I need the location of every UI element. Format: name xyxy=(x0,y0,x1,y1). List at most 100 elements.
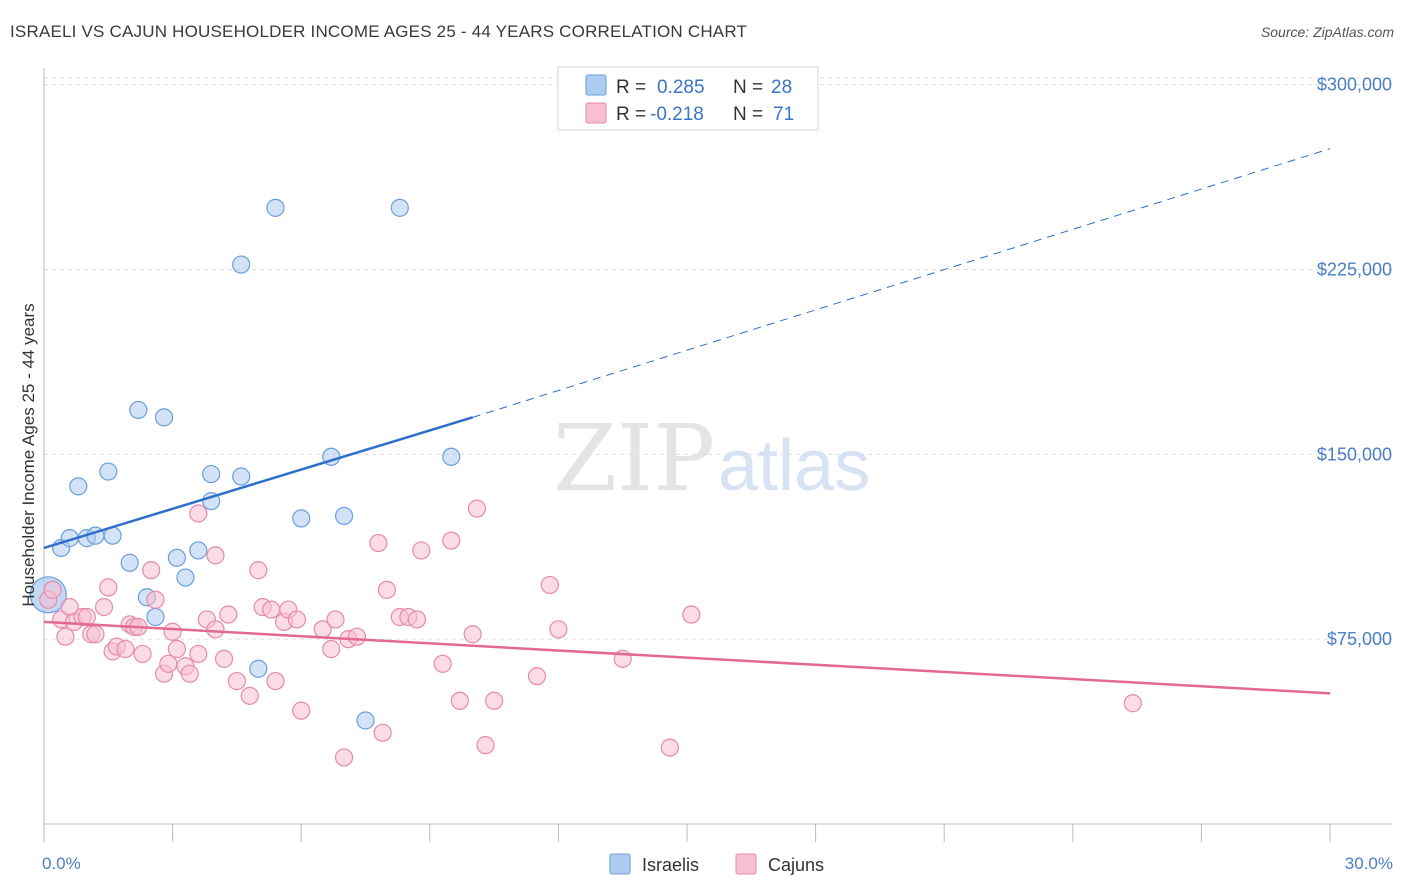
point-cajuns-36 xyxy=(249,561,268,580)
point-cajuns-18 xyxy=(133,644,152,664)
point-cajuns-28 xyxy=(189,644,208,664)
point-israelis-26 xyxy=(390,198,409,217)
bottom-legend-swatch-israelis xyxy=(609,853,631,875)
chart-source: Source: ZipAtlas.com xyxy=(1260,24,1394,40)
point-cajuns-24 xyxy=(167,639,186,659)
point-cajuns-65 xyxy=(540,575,559,595)
y-tick-label-1: $150,000 xyxy=(1317,444,1392,464)
point-israelis-11 xyxy=(146,607,165,627)
legend-r-label-israelis: R = xyxy=(616,77,646,98)
point-israelis-25 xyxy=(356,711,375,730)
point-cajuns-30 xyxy=(206,620,225,639)
x-tick-label-1: 30.0% xyxy=(1345,854,1393,873)
point-cajuns-52 xyxy=(377,580,397,599)
point-cajuns-31 xyxy=(206,546,225,565)
point-israelis-14 xyxy=(176,568,195,587)
bottom-legend-israelis: Israelis xyxy=(642,855,699,875)
point-israelis-13 xyxy=(167,548,186,567)
point-cajuns-38 xyxy=(262,600,281,619)
point-cajuns-62 xyxy=(476,736,495,755)
point-cajuns-10 xyxy=(94,598,114,617)
bottom-legend-swatch-cajuns xyxy=(735,853,757,875)
point-israelis-19 xyxy=(232,255,251,274)
y-tick-label-0: $75,000 xyxy=(1327,629,1392,649)
point-cajuns-22 xyxy=(159,654,178,673)
trend-layer xyxy=(43,148,1331,695)
point-cajuns-70 xyxy=(1123,694,1142,713)
point-cajuns-64 xyxy=(527,667,547,686)
point-cajuns-39 xyxy=(266,671,285,691)
point-cajuns-33 xyxy=(219,605,238,624)
point-cajuns-45 xyxy=(322,639,341,659)
point-israelis-3 xyxy=(69,477,88,496)
point-cajuns-66 xyxy=(549,620,568,639)
watermark: ZIP atlas xyxy=(553,405,870,512)
point-cajuns-58 xyxy=(442,531,461,550)
point-cajuns-63 xyxy=(485,691,504,710)
chart-title: ISRAELI VS CAJUN HOUSEHOLDER INCOME AGES… xyxy=(10,22,748,41)
point-israelis-8 xyxy=(120,553,139,572)
point-cajuns-43 xyxy=(292,701,311,720)
point-cajuns-3 xyxy=(56,627,75,646)
points-layer xyxy=(29,198,1142,767)
point-cajuns-46 xyxy=(326,610,345,629)
watermark-atlas: atlas xyxy=(718,426,870,506)
legend-r-label-cajuns: R = xyxy=(616,104,646,125)
y-tick-label-2: $225,000 xyxy=(1317,259,1392,279)
point-cajuns-57 xyxy=(433,654,452,673)
point-cajuns-26 xyxy=(180,664,199,683)
point-cajuns-11 xyxy=(99,578,118,597)
y-axis-label: Householder Income Ages 25 - 44 years xyxy=(19,303,38,606)
point-cajuns-27 xyxy=(189,504,208,523)
point-israelis-7 xyxy=(99,462,118,481)
point-israelis-24 xyxy=(334,506,354,526)
axes-layer: $75,000 $150,000 $225,000 $300,000 0.0% 30.0% xyxy=(42,68,1393,873)
point-israelis-17 xyxy=(202,464,221,484)
trend-line-cajuns xyxy=(43,620,1331,695)
legend-r-value-israelis: 0.285 xyxy=(657,77,705,98)
point-cajuns-34 xyxy=(227,671,246,691)
point-israelis-20 xyxy=(249,659,268,678)
point-cajuns-9 xyxy=(86,625,105,644)
point-cajuns-49 xyxy=(347,627,367,646)
point-israelis-12 xyxy=(154,408,174,427)
point-cajuns-1 xyxy=(43,580,62,599)
point-israelis-15 xyxy=(189,541,208,560)
point-cajuns-68 xyxy=(660,738,679,757)
point-cajuns-32 xyxy=(214,649,234,668)
grid-layer xyxy=(44,77,1392,640)
legend-n-label-cajuns: N = xyxy=(733,104,763,125)
point-israelis-22 xyxy=(292,509,311,528)
y-tick-label-3: $300,000 xyxy=(1317,75,1392,95)
point-cajuns-35 xyxy=(240,686,259,705)
bottom-legend: Israelis Cajuns xyxy=(609,853,824,875)
point-cajuns-60 xyxy=(463,625,482,644)
point-cajuns-14 xyxy=(116,639,135,659)
legend-n-value-israelis: 28 xyxy=(771,77,792,98)
point-cajuns-55 xyxy=(407,610,427,629)
point-cajuns-47 xyxy=(334,748,354,767)
x-tick-label-0: 0.0% xyxy=(42,854,81,873)
trend-line-israelis xyxy=(43,416,474,550)
point-cajuns-42 xyxy=(287,610,307,629)
point-cajuns-51 xyxy=(373,723,392,742)
point-cajuns-20 xyxy=(146,590,165,609)
point-cajuns-50 xyxy=(369,533,388,553)
bottom-legend-cajuns: Cajuns xyxy=(768,855,824,875)
point-israelis-9 xyxy=(129,400,148,420)
legend-swatch-israelis xyxy=(585,74,607,96)
legend-n-label-israelis: N = xyxy=(733,77,763,98)
point-israelis-21 xyxy=(266,198,285,217)
point-israelis-27 xyxy=(442,447,461,466)
point-cajuns-23 xyxy=(163,622,182,641)
legend-swatch-cajuns xyxy=(585,102,607,124)
legend-n-value-cajuns: 71 xyxy=(773,104,794,125)
legend-r-value-cajuns: -0.218 xyxy=(650,104,704,125)
watermark-zip: ZIP xyxy=(553,405,715,512)
point-cajuns-19 xyxy=(142,561,161,580)
trend-line-extension-israelis xyxy=(472,148,1331,418)
point-cajuns-61 xyxy=(467,499,487,518)
legend: R = 0.285 N = 28 R = -0.218 N = 71 xyxy=(557,66,819,131)
point-israelis-18 xyxy=(232,467,251,486)
